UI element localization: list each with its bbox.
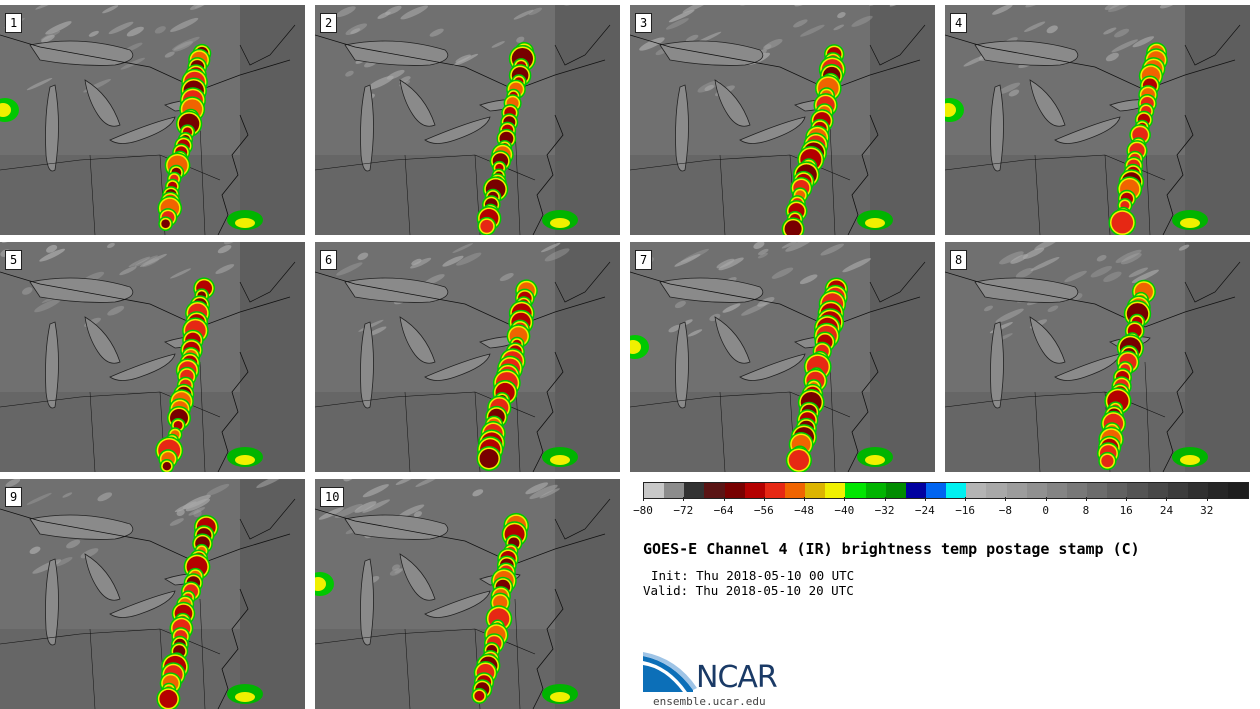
stamp-number: 8 <box>950 250 968 270</box>
colorbar-segment <box>744 483 765 498</box>
satellite-map <box>0 5 305 235</box>
site-url: ensemble.ucar.edu <box>653 695 766 708</box>
colorbar-segment <box>966 483 987 498</box>
colorbar-tick-mark <box>763 497 765 501</box>
stamp-panel-2[interactable]: 2 <box>315 5 620 235</box>
colorbar-tick-mark <box>1085 497 1087 501</box>
stamp-number: 7 <box>635 250 653 270</box>
colorbar-segment <box>885 483 906 498</box>
colorbar-segment <box>1127 483 1148 498</box>
colorbar-segment <box>644 483 665 498</box>
colorbar-segment <box>1167 483 1188 498</box>
stamp-panel-4[interactable]: 4 <box>945 5 1250 235</box>
colorbar-segment <box>986 483 1007 498</box>
stamp-panel-5[interactable]: 5 <box>0 242 305 472</box>
colorbar-tick-label: −56 <box>753 504 774 517</box>
colorbar-tick-label: 8 <box>1082 504 1090 517</box>
logo-text: NCAR <box>696 660 778 695</box>
colorbar-segment <box>865 483 886 498</box>
colorbar-tick-label: −80 <box>633 504 653 517</box>
colorbar-tick-mark <box>1045 497 1047 501</box>
satellite-map <box>945 5 1250 235</box>
colorbar-tick-mark <box>924 497 926 501</box>
colorbar-segment <box>1046 483 1067 498</box>
colorbar-segment <box>925 483 947 498</box>
colorbar-tick-mark <box>844 497 846 501</box>
init-time: Init: Thu 2018-05-10 00 UTC <box>651 568 855 583</box>
page-title: GOES-E Channel 4 (IR) brightness temp po… <box>643 540 1140 558</box>
colorbar-segment <box>905 483 926 498</box>
stamp-number: 6 <box>320 250 338 270</box>
colorbar-segment <box>1207 483 1229 498</box>
colorbar-segment <box>704 483 725 498</box>
colorbar-tick-label: −48 <box>794 504 814 517</box>
colorbar-tick-mark <box>683 497 685 501</box>
stamp-panel-6[interactable]: 6 <box>315 242 620 472</box>
colorbar-segment <box>946 483 967 498</box>
colorbar-tick-mark <box>1005 497 1007 501</box>
satellite-map <box>0 479 305 709</box>
stamp-panel-8[interactable]: 8 <box>945 242 1250 472</box>
colorbar-segment <box>1147 483 1168 498</box>
colorbar-tick-mark <box>723 497 725 501</box>
colorbar-segment <box>784 483 806 498</box>
satellite-map <box>630 5 935 235</box>
colorbar-tick-label: −32 <box>874 504 895 517</box>
stamp-number: 4 <box>950 13 968 33</box>
stamp-panel-1[interactable]: 1 <box>0 5 305 235</box>
stamp-panel-10[interactable]: 10 <box>315 479 620 709</box>
satellite-map <box>0 242 305 472</box>
colorbar-tick-label: −16 <box>955 504 976 517</box>
satellite-map <box>315 242 620 472</box>
colorbar-tick-mark <box>1166 497 1168 501</box>
colorbar-segment <box>684 483 705 498</box>
colorbar-segment <box>1066 483 1088 498</box>
stamp-panel-3[interactable]: 3 <box>630 5 935 235</box>
stamp-number: 3 <box>635 13 653 33</box>
stamp-number: 2 <box>320 13 338 33</box>
colorbar-segment <box>1107 483 1128 498</box>
satellite-map <box>315 479 620 709</box>
colorbar-tick-mark <box>643 497 644 501</box>
colorbar-segment <box>1187 483 1208 498</box>
colorbar-tick-label: 0 <box>1042 504 1049 517</box>
stamp-panel-7[interactable]: 7 <box>630 242 935 472</box>
colorbar-tick-mark <box>884 497 886 501</box>
colorbar-segment <box>825 483 846 498</box>
stamp-number: 10 <box>320 487 345 507</box>
colorbar-tick-mark <box>965 497 967 501</box>
satellite-map <box>945 242 1250 472</box>
colorbar-tick-label: 32 <box>1200 504 1214 517</box>
satellite-map <box>315 5 620 235</box>
colorbar-tick-mark <box>1126 497 1128 501</box>
colorbar-tick-label: −8 <box>998 504 1013 517</box>
colorbar-segment <box>1228 483 1249 498</box>
colorbar-tick-label: −24 <box>914 504 935 517</box>
colorbar-segment <box>805 483 826 498</box>
satellite-map <box>630 242 935 472</box>
stamp-number: 5 <box>5 250 23 270</box>
colorbar-segment <box>764 483 785 498</box>
colorbar-tick-label: 24 <box>1159 504 1174 517</box>
colorbar-segment <box>1006 483 1027 498</box>
valid-time: Valid: Thu 2018-05-10 20 UTC <box>643 583 854 598</box>
stamp-number: 1 <box>5 13 23 33</box>
stamp-number: 9 <box>5 487 23 507</box>
colorbar-segment <box>664 483 685 498</box>
colorbar-tick-label: −72 <box>673 504 694 517</box>
colorbar-tick-label: −40 <box>834 504 855 517</box>
colorbar-tick-label: 16 <box>1119 504 1133 517</box>
colorbar-segment <box>1087 483 1108 498</box>
colorbar-tick-label: −64 <box>713 504 734 517</box>
colorbar-segment <box>845 483 866 498</box>
colorbar-segment <box>724 483 745 498</box>
stamp-panel-9[interactable]: 9 <box>0 479 305 709</box>
colorbar-tick-mark <box>804 497 806 501</box>
ncar-logo-icon <box>643 652 697 692</box>
colorbar-tick-mark <box>1206 497 1208 501</box>
colorbar-segment <box>1026 483 1047 498</box>
colorbar <box>643 482 1249 499</box>
